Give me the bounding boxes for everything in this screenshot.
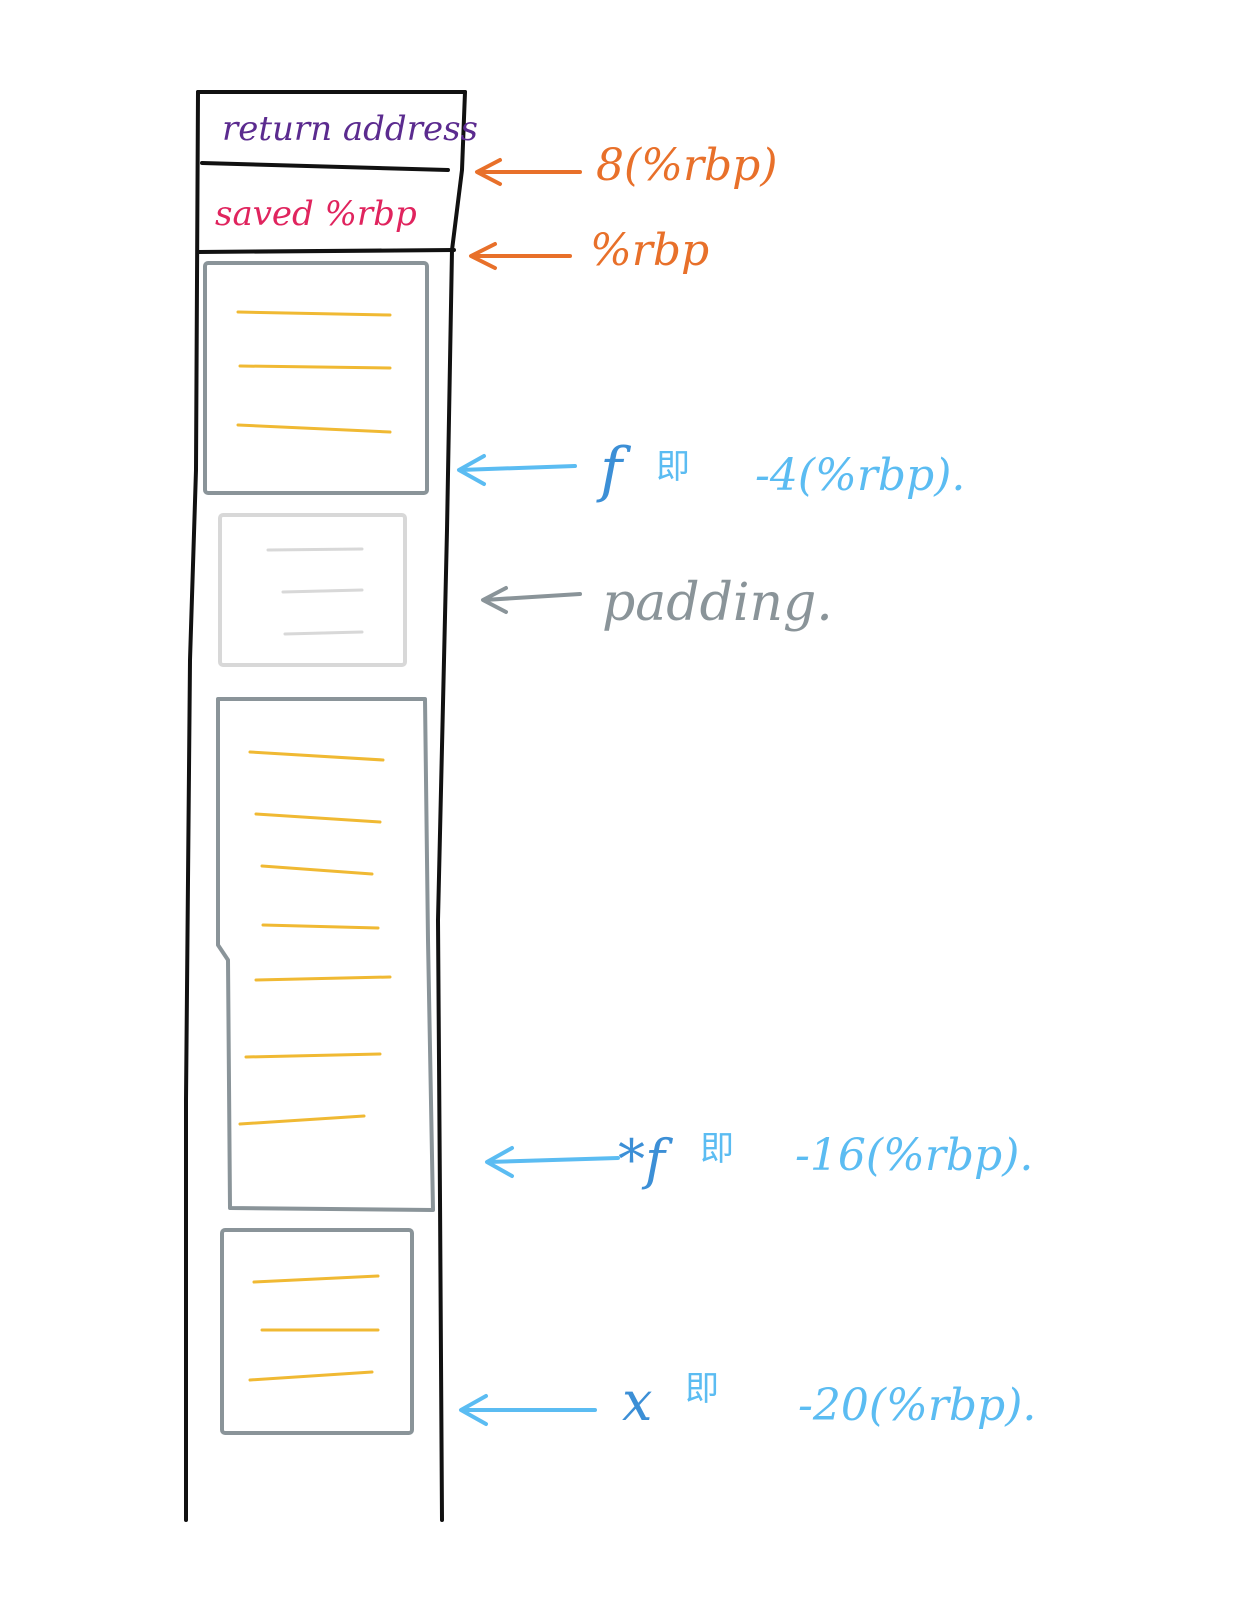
arrow-rbp — [469, 242, 572, 270]
arrow-padding — [481, 586, 582, 614]
padding-block — [218, 513, 407, 667]
arrow-rbp-plus-8 — [475, 158, 582, 186]
x-ji-label: 即 — [685, 1369, 719, 1409]
x-block — [220, 1228, 414, 1435]
rbp-label: %rbp — [590, 225, 709, 276]
rbp-plus-8-label: 8(%rbp) — [596, 140, 778, 191]
arrow-f — [457, 454, 577, 486]
return-address-label: return address — [222, 109, 478, 149]
f-block — [203, 261, 429, 495]
stack-right-wall — [435, 90, 467, 1522]
x-block-lines — [248, 1274, 380, 1382]
return-address-divider — [200, 161, 450, 172]
f-var-label: f — [596, 435, 632, 505]
pf-block-lines — [238, 750, 392, 1126]
rbp-divider — [196, 248, 456, 254]
padding-block-lines — [266, 547, 364, 636]
x-var-label: x — [622, 1370, 652, 1433]
arrow-x — [459, 1394, 597, 1426]
pf-var-label: *f — [618, 1128, 673, 1191]
f-ji-label: 即 — [656, 447, 690, 487]
pf-block — [216, 697, 435, 1212]
x-offset-label: -20(%rbp). — [798, 1380, 1036, 1431]
stack-left-wall — [184, 90, 200, 1522]
padding-label: padding. — [602, 573, 833, 633]
f-offset-label: -4(%rbp). — [755, 450, 965, 501]
saved-rbp-label: saved %rbp — [215, 194, 417, 234]
f-block-lines — [236, 310, 392, 434]
pf-ji-label: 即 — [700, 1129, 734, 1169]
pf-offset-label: -16(%rbp). — [795, 1130, 1033, 1181]
arrow-pf — [485, 1146, 620, 1178]
